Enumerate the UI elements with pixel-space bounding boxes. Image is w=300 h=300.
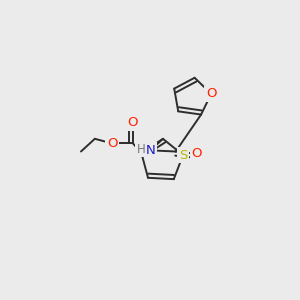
Text: O: O: [191, 147, 202, 160]
Text: N: N: [146, 144, 155, 157]
Text: S: S: [179, 148, 187, 162]
Text: O: O: [128, 116, 138, 129]
Text: O: O: [206, 87, 217, 100]
Text: O: O: [107, 137, 117, 150]
Text: H: H: [137, 143, 146, 156]
